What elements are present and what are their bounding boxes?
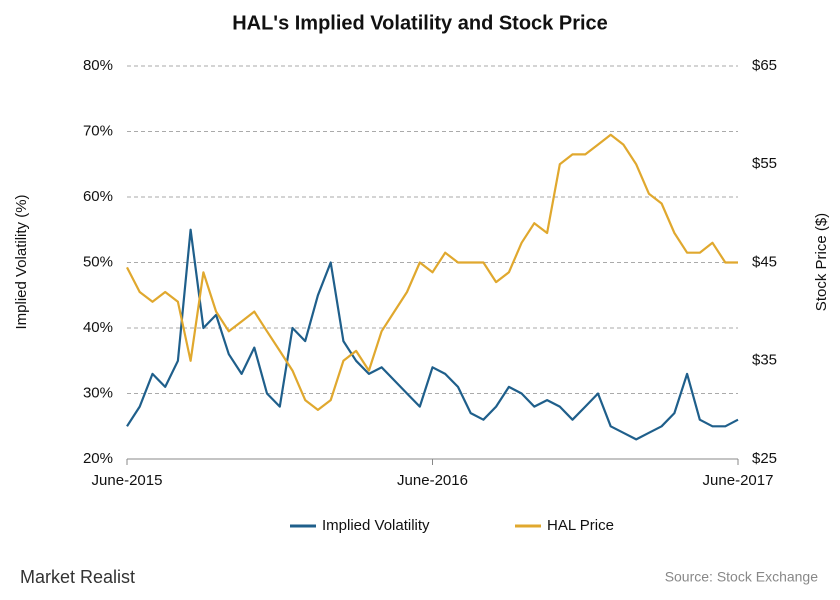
y-tick-label: 80% [83,57,113,74]
y2-axis-label: Stock Price ($) [813,213,830,311]
y-tick-label: 60% [83,188,113,205]
y2-tick-label: $35 [752,352,777,369]
y-tick-label: 30% [83,384,113,401]
x-tick-label: June-2016 [397,472,468,489]
legend-label: Implied Volatility [322,517,430,534]
y-axis-label: Implied Volatility (%) [13,194,30,329]
y2-tick-label: $55 [752,155,777,172]
series-line [126,228,739,441]
y-tick-label: 70% [83,122,113,139]
y2-tick-label: $65 [752,57,777,74]
series-line [126,133,738,411]
y-tick-label: 20% [83,450,113,467]
x-tick-label: June-2017 [703,472,774,489]
y-tick-label: 50% [83,253,113,270]
legend-label: HAL Price [547,517,614,534]
y2-tick-label: $25 [752,450,777,467]
y-tick-label: 40% [83,319,113,336]
source: Source: Stock Exchange [665,569,819,585]
y2-tick-label: $45 [752,253,777,270]
logo: Market Realist [20,567,135,587]
chart-title: HAL's Implied Volatility and Stock Price [232,12,608,34]
x-tick-label: June-2015 [92,472,163,489]
